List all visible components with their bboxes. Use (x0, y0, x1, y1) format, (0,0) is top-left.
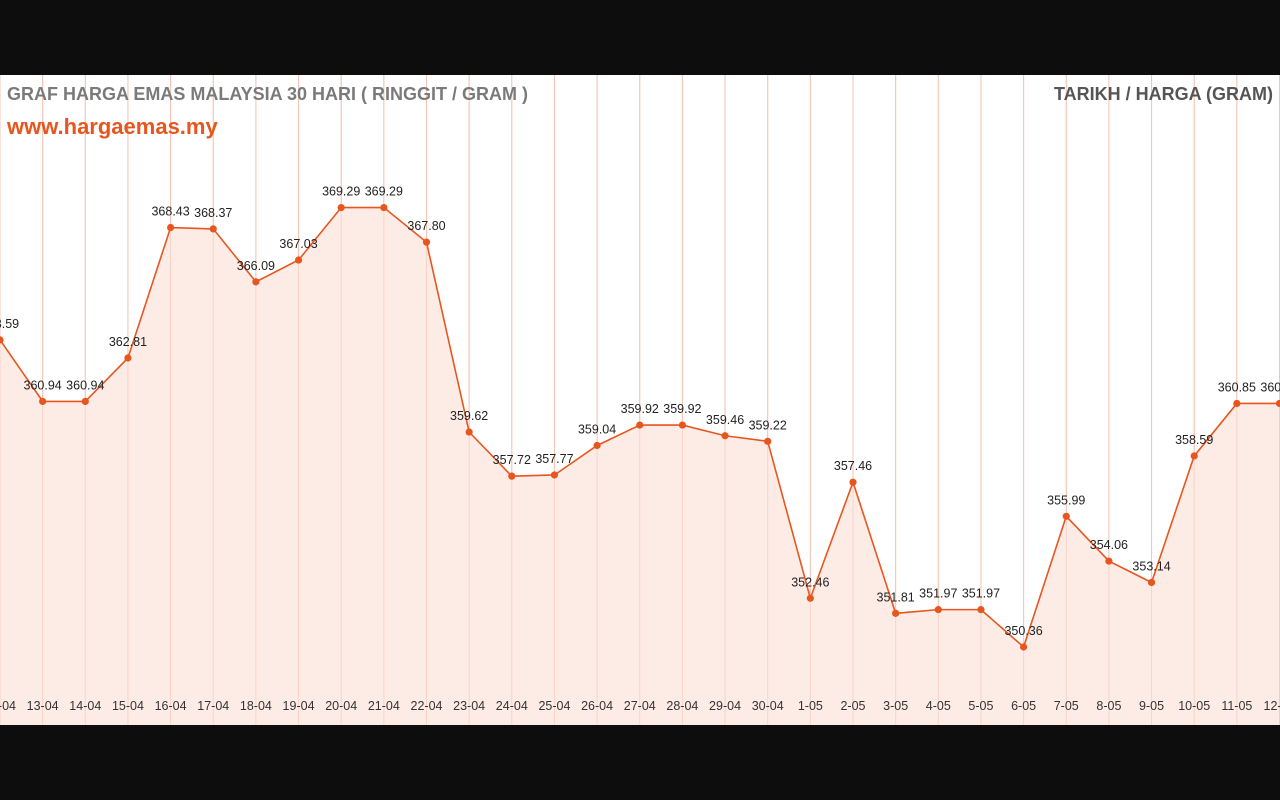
x-tick-label: 21-04 (368, 699, 400, 713)
data-point (422, 238, 431, 246)
data-point (1275, 399, 1280, 408)
x-tick-label: 26-04 (581, 699, 613, 713)
data-point (508, 472, 516, 480)
data-point (593, 441, 601, 450)
data-label: 368.43 (151, 205, 189, 219)
data-point (1062, 512, 1070, 520)
data-point (550, 471, 559, 479)
data-label: 359.92 (663, 402, 701, 416)
data-label: 351.97 (962, 587, 1000, 601)
data-label: 350.36 (1004, 624, 1042, 638)
data-label: 363.59 (0, 317, 19, 331)
data-label: 360.85 (1260, 380, 1280, 394)
data-point (124, 354, 132, 362)
x-tick-label: 12-04 (0, 699, 16, 713)
data-label: 359.62 (450, 409, 488, 423)
data-point (465, 428, 473, 436)
data-label: 369.29 (365, 185, 403, 199)
data-point (0, 336, 4, 344)
data-point (806, 594, 814, 602)
data-point (721, 432, 729, 440)
x-tick-label: 15-04 (112, 699, 144, 713)
x-tick-label: 6-05 (1011, 699, 1036, 713)
data-point (167, 223, 175, 232)
x-tick-label: 19-04 (283, 699, 315, 713)
x-tick-label: 30-04 (752, 699, 784, 713)
data-point (678, 421, 687, 429)
x-tick-label: 14-04 (69, 699, 101, 713)
x-tick-label: 5-05 (968, 699, 993, 713)
data-label: 369.29 (322, 185, 360, 199)
data-label: 357.77 (535, 452, 573, 466)
data-label: 367.03 (279, 237, 317, 251)
data-label: 360.94 (24, 378, 62, 392)
x-tick-label: 7-05 (1054, 699, 1079, 713)
data-label: 359.04 (578, 423, 616, 437)
line-chart: 363.59 360.94 360.94 362.81 368.43 368.37 366.… (0, 75, 1280, 725)
x-tick-label: 9-05 (1139, 699, 1164, 713)
data-label: 351.81 (877, 590, 915, 604)
x-tick-label: 13-04 (27, 699, 59, 713)
data-point (1233, 399, 1241, 408)
data-label: 351.97 (919, 587, 957, 601)
x-tick-label: 28-04 (666, 699, 698, 713)
chart-legend: TARIKH / HARGA (GRAM) (1054, 84, 1273, 104)
x-tick-label: 29-04 (709, 699, 741, 713)
data-point (892, 609, 900, 617)
data-point (1020, 643, 1028, 651)
data-label: 355.99 (1047, 493, 1085, 507)
data-label: 359.92 (621, 402, 659, 416)
chart-area: 363.59 360.94 360.94 362.81 368.43 368.37 366.… (0, 75, 1280, 725)
x-tick-label: 25-04 (538, 699, 570, 713)
data-label: 366.09 (237, 259, 275, 273)
data-label: 360.94 (66, 378, 104, 392)
x-tick-label: 2-05 (840, 699, 865, 713)
data-point (337, 203, 345, 212)
data-point (934, 606, 942, 614)
data-label: 360.85 (1218, 380, 1256, 394)
data-point (636, 421, 644, 429)
website-link[interactable]: www.hargaemas.my (7, 114, 218, 139)
data-label: 353.14 (1132, 559, 1170, 573)
data-label: 359.46 (706, 413, 744, 427)
x-tick-label: 24-04 (496, 699, 528, 713)
data-label: 352.46 (791, 575, 829, 589)
data-point (849, 478, 857, 486)
data-point (1147, 578, 1156, 587)
x-tick-label: 4-05 (926, 699, 951, 713)
chart-title: GRAF HARGA EMAS MALAYSIA 30 HARI ( RINGG… (7, 84, 529, 104)
data-point (977, 606, 985, 614)
x-tick-label: 1-05 (798, 699, 823, 713)
x-tick-label: 27-04 (624, 699, 656, 713)
x-tick-label: 23-04 (453, 699, 485, 713)
data-label: 362.81 (109, 335, 147, 349)
x-tick-label: 8-05 (1096, 699, 1121, 713)
data-point (1105, 557, 1113, 565)
data-point (81, 397, 89, 405)
data-label: 357.46 (834, 459, 872, 473)
data-label: 357.72 (493, 453, 531, 467)
data-label: 359.22 (749, 418, 787, 432)
x-tick-label: 17-04 (197, 699, 229, 713)
data-point (380, 203, 388, 212)
x-tick-label: 18-04 (240, 699, 272, 713)
x-tick-label: 16-04 (155, 699, 187, 713)
x-tick-label: 12-05 (1264, 699, 1280, 713)
data-label: 367.80 (407, 219, 445, 233)
data-point (1190, 452, 1198, 460)
data-label: 354.06 (1090, 538, 1128, 552)
data-label: 358.59 (1175, 433, 1213, 447)
data-point (209, 225, 217, 233)
x-tick-label: 10-05 (1178, 699, 1210, 713)
data-label: 368.37 (194, 206, 232, 220)
x-tick-label: 11-05 (1221, 699, 1252, 713)
x-tick-label: 3-05 (883, 699, 908, 713)
x-tick-label: 20-04 (325, 699, 357, 713)
x-tick-label: 22-04 (411, 699, 443, 713)
data-point (39, 397, 47, 405)
data-point (764, 437, 772, 445)
data-point (294, 256, 303, 264)
data-point (252, 278, 260, 286)
